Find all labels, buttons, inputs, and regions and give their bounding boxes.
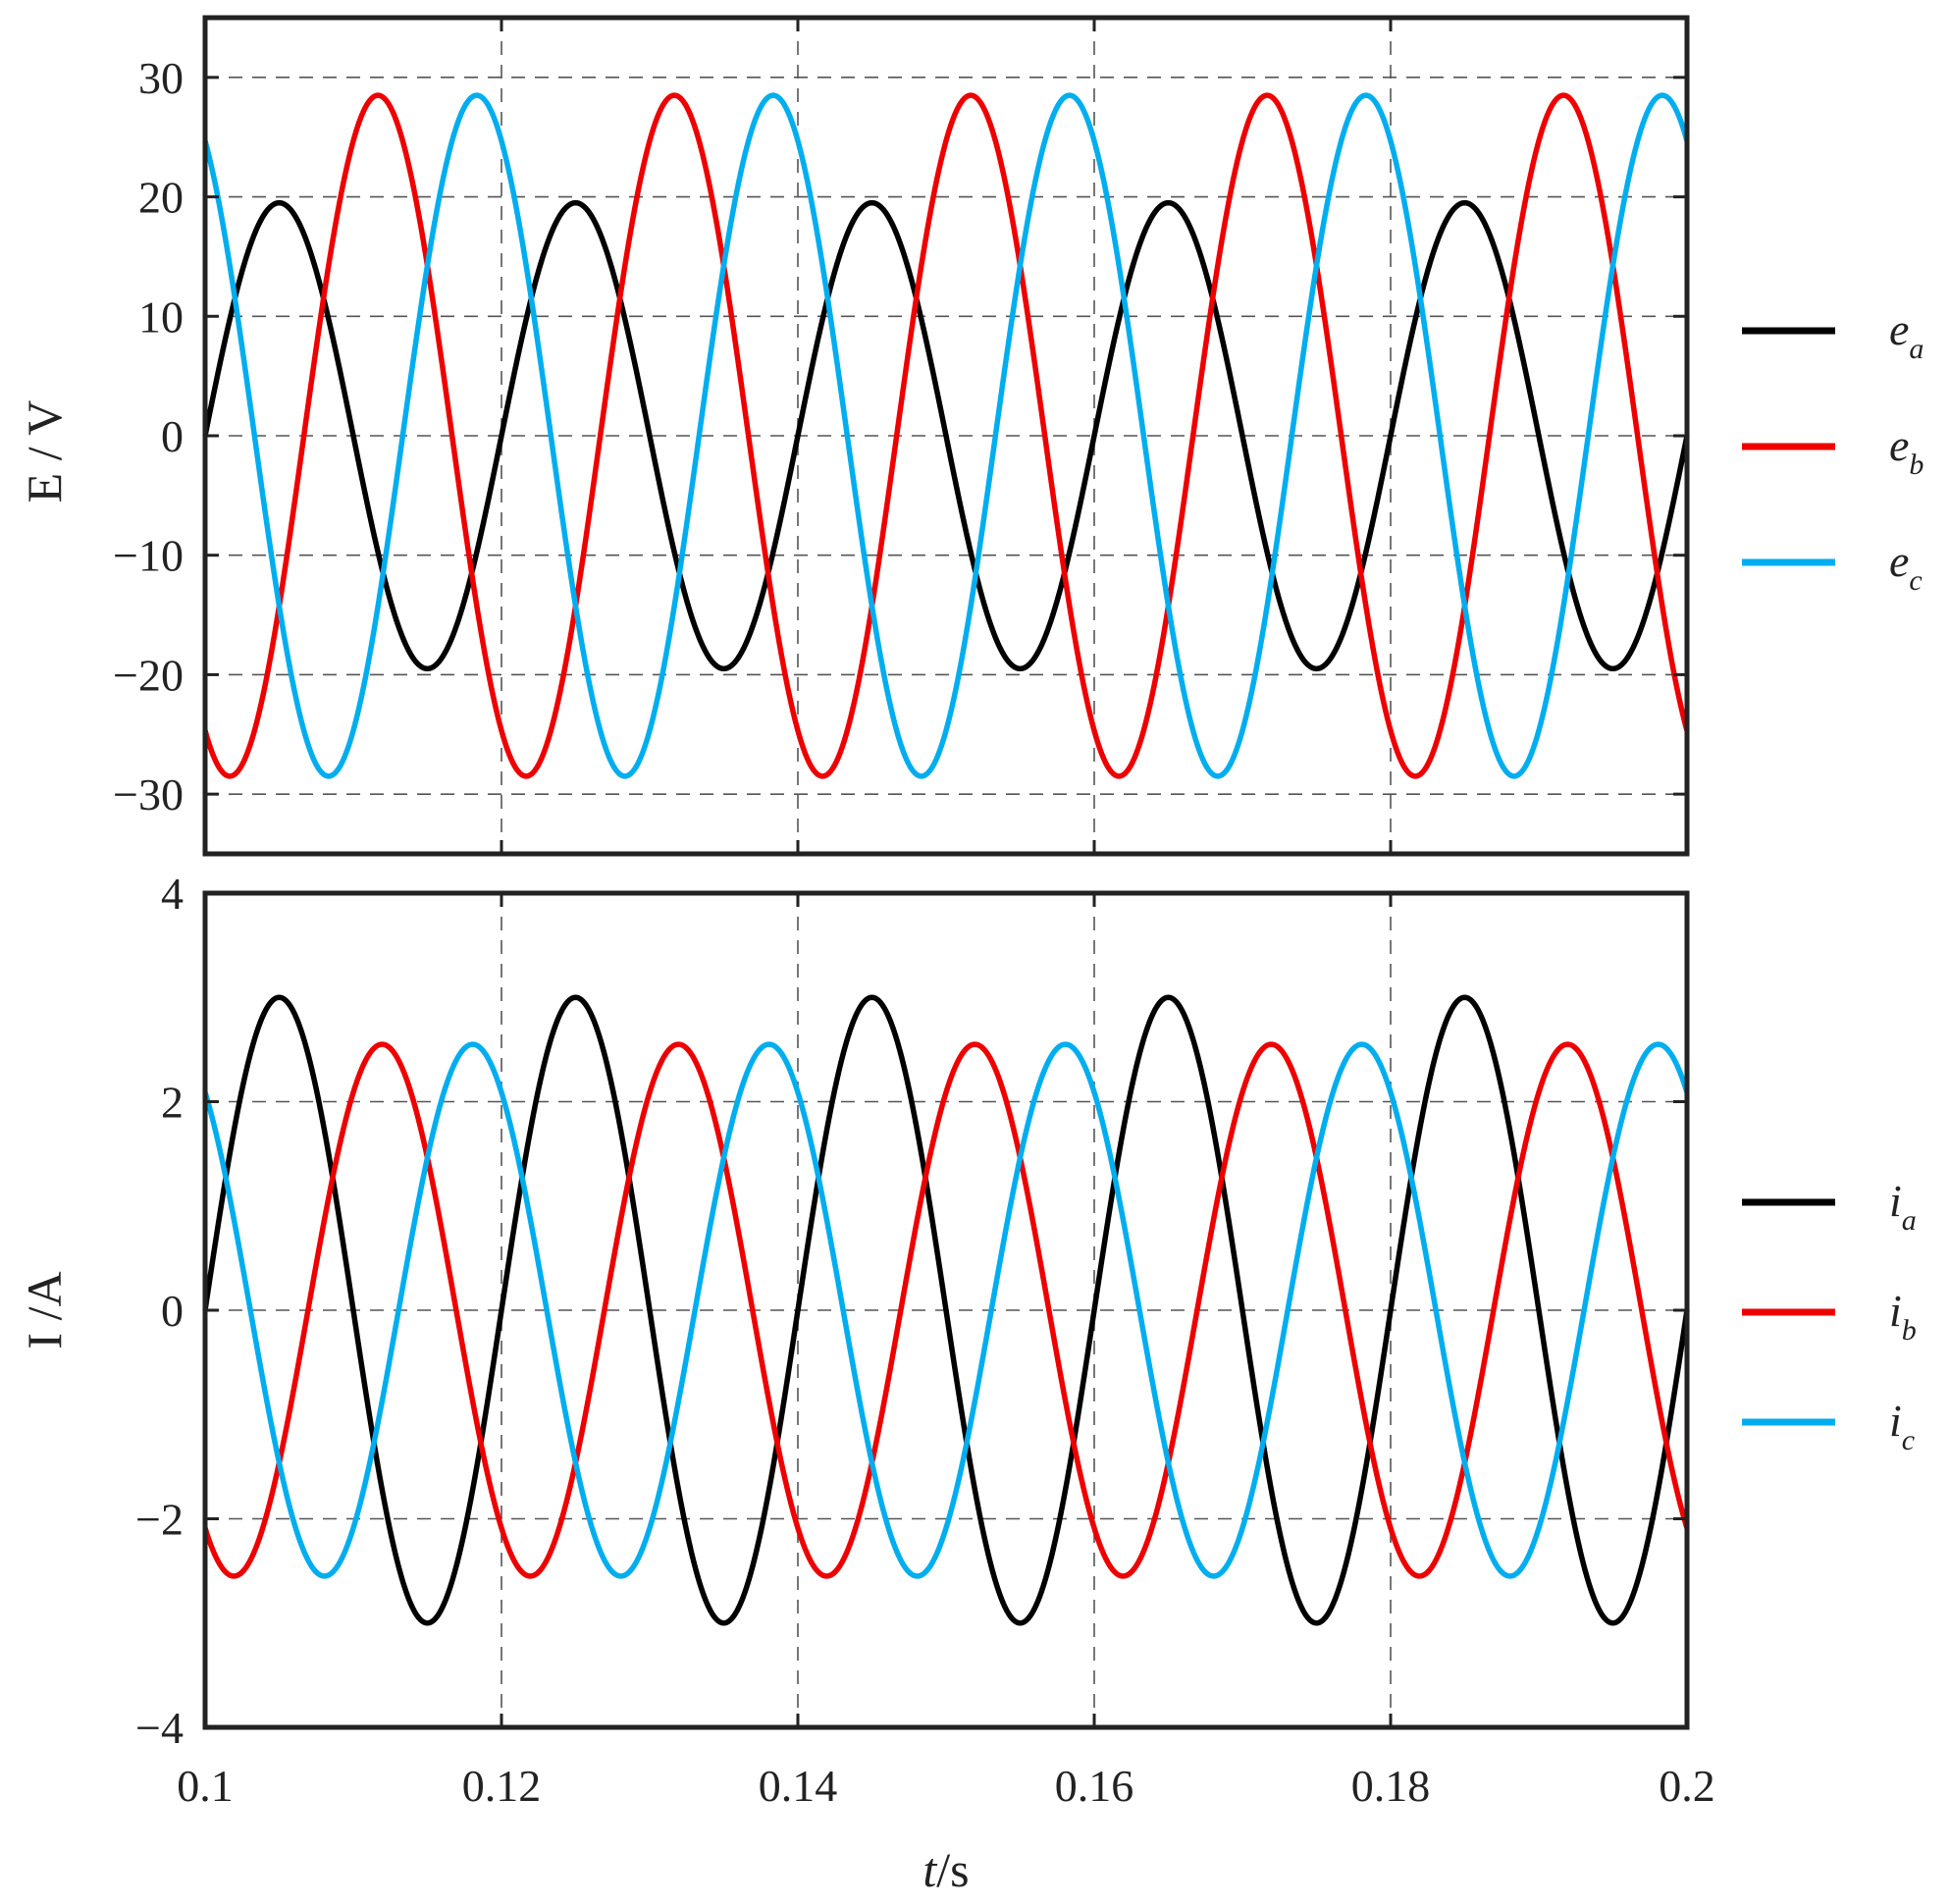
voltage-y-axis-label: E / V — [17, 400, 72, 503]
voltage-y-ticks: 30 20 10 0 −10 −20 −30 — [113, 18, 1689, 854]
x-tick-label: 0.2 — [1659, 1761, 1715, 1811]
y-tick-label: −30 — [113, 769, 184, 820]
y-tick-label: 4 — [161, 869, 184, 919]
series-line-ic — [202, 1041, 1690, 1579]
y-tick-label: 2 — [161, 1078, 184, 1128]
y-tick-label: 0 — [161, 411, 184, 461]
voltage-series — [202, 92, 1690, 779]
current-legend: ia ib ic — [1742, 1176, 1917, 1456]
y-tick-label: 20 — [138, 173, 184, 223]
voltage-panel: 30 20 10 0 −10 −20 −30 E / V ea eb ec — [17, 15, 1924, 857]
y-tick-label: −10 — [113, 531, 184, 581]
series-line-ia — [202, 994, 1690, 1626]
series-line-ib — [202, 1041, 1690, 1579]
current-series — [202, 994, 1690, 1626]
x-tick-label: 0.16 — [1055, 1761, 1134, 1811]
series-line-ec — [202, 92, 1690, 779]
legend-label: ib — [1889, 1286, 1917, 1347]
y-tick-label: −2 — [135, 1495, 184, 1545]
x-axis-unit: /s — [936, 1842, 969, 1897]
y-tick-label: 10 — [138, 291, 184, 342]
y-tick-label: 0 — [161, 1286, 184, 1336]
x-axis-var: t — [922, 1842, 937, 1897]
series-line-ea — [202, 199, 1690, 672]
y-tick-label: 30 — [138, 53, 184, 103]
x-tick-label: 0.14 — [759, 1761, 838, 1811]
legend-label: eb — [1889, 420, 1924, 481]
series-line-eb — [202, 92, 1690, 779]
current-y-axis-label: I /A — [17, 1271, 72, 1349]
current-panel: 420−2−4 I /A 0.1 0.12 0.14 0.16 0.18 0.2 t/s … — [17, 869, 1917, 1897]
y-tick-label: −4 — [135, 1703, 184, 1753]
legend-label: ea — [1889, 304, 1924, 365]
legend-label: ia — [1889, 1176, 1917, 1237]
x-tick-label: 0.1 — [177, 1761, 234, 1811]
time-x-axis-label: t/s — [922, 1842, 969, 1897]
y-tick-label: −20 — [113, 650, 184, 700]
x-tick-label: 0.18 — [1351, 1761, 1431, 1811]
legend-label: ec — [1889, 536, 1923, 597]
current-y-ticks: 4 2 0 −2 −4 — [135, 869, 1689, 1753]
legend-label: ic — [1889, 1396, 1915, 1456]
voltage-legend: ea eb ec — [1742, 304, 1924, 597]
x-tick-label: 0.12 — [462, 1761, 542, 1811]
time-x-ticks: 0.1 0.12 0.14 0.16 0.18 0.2 — [177, 1761, 1715, 1811]
